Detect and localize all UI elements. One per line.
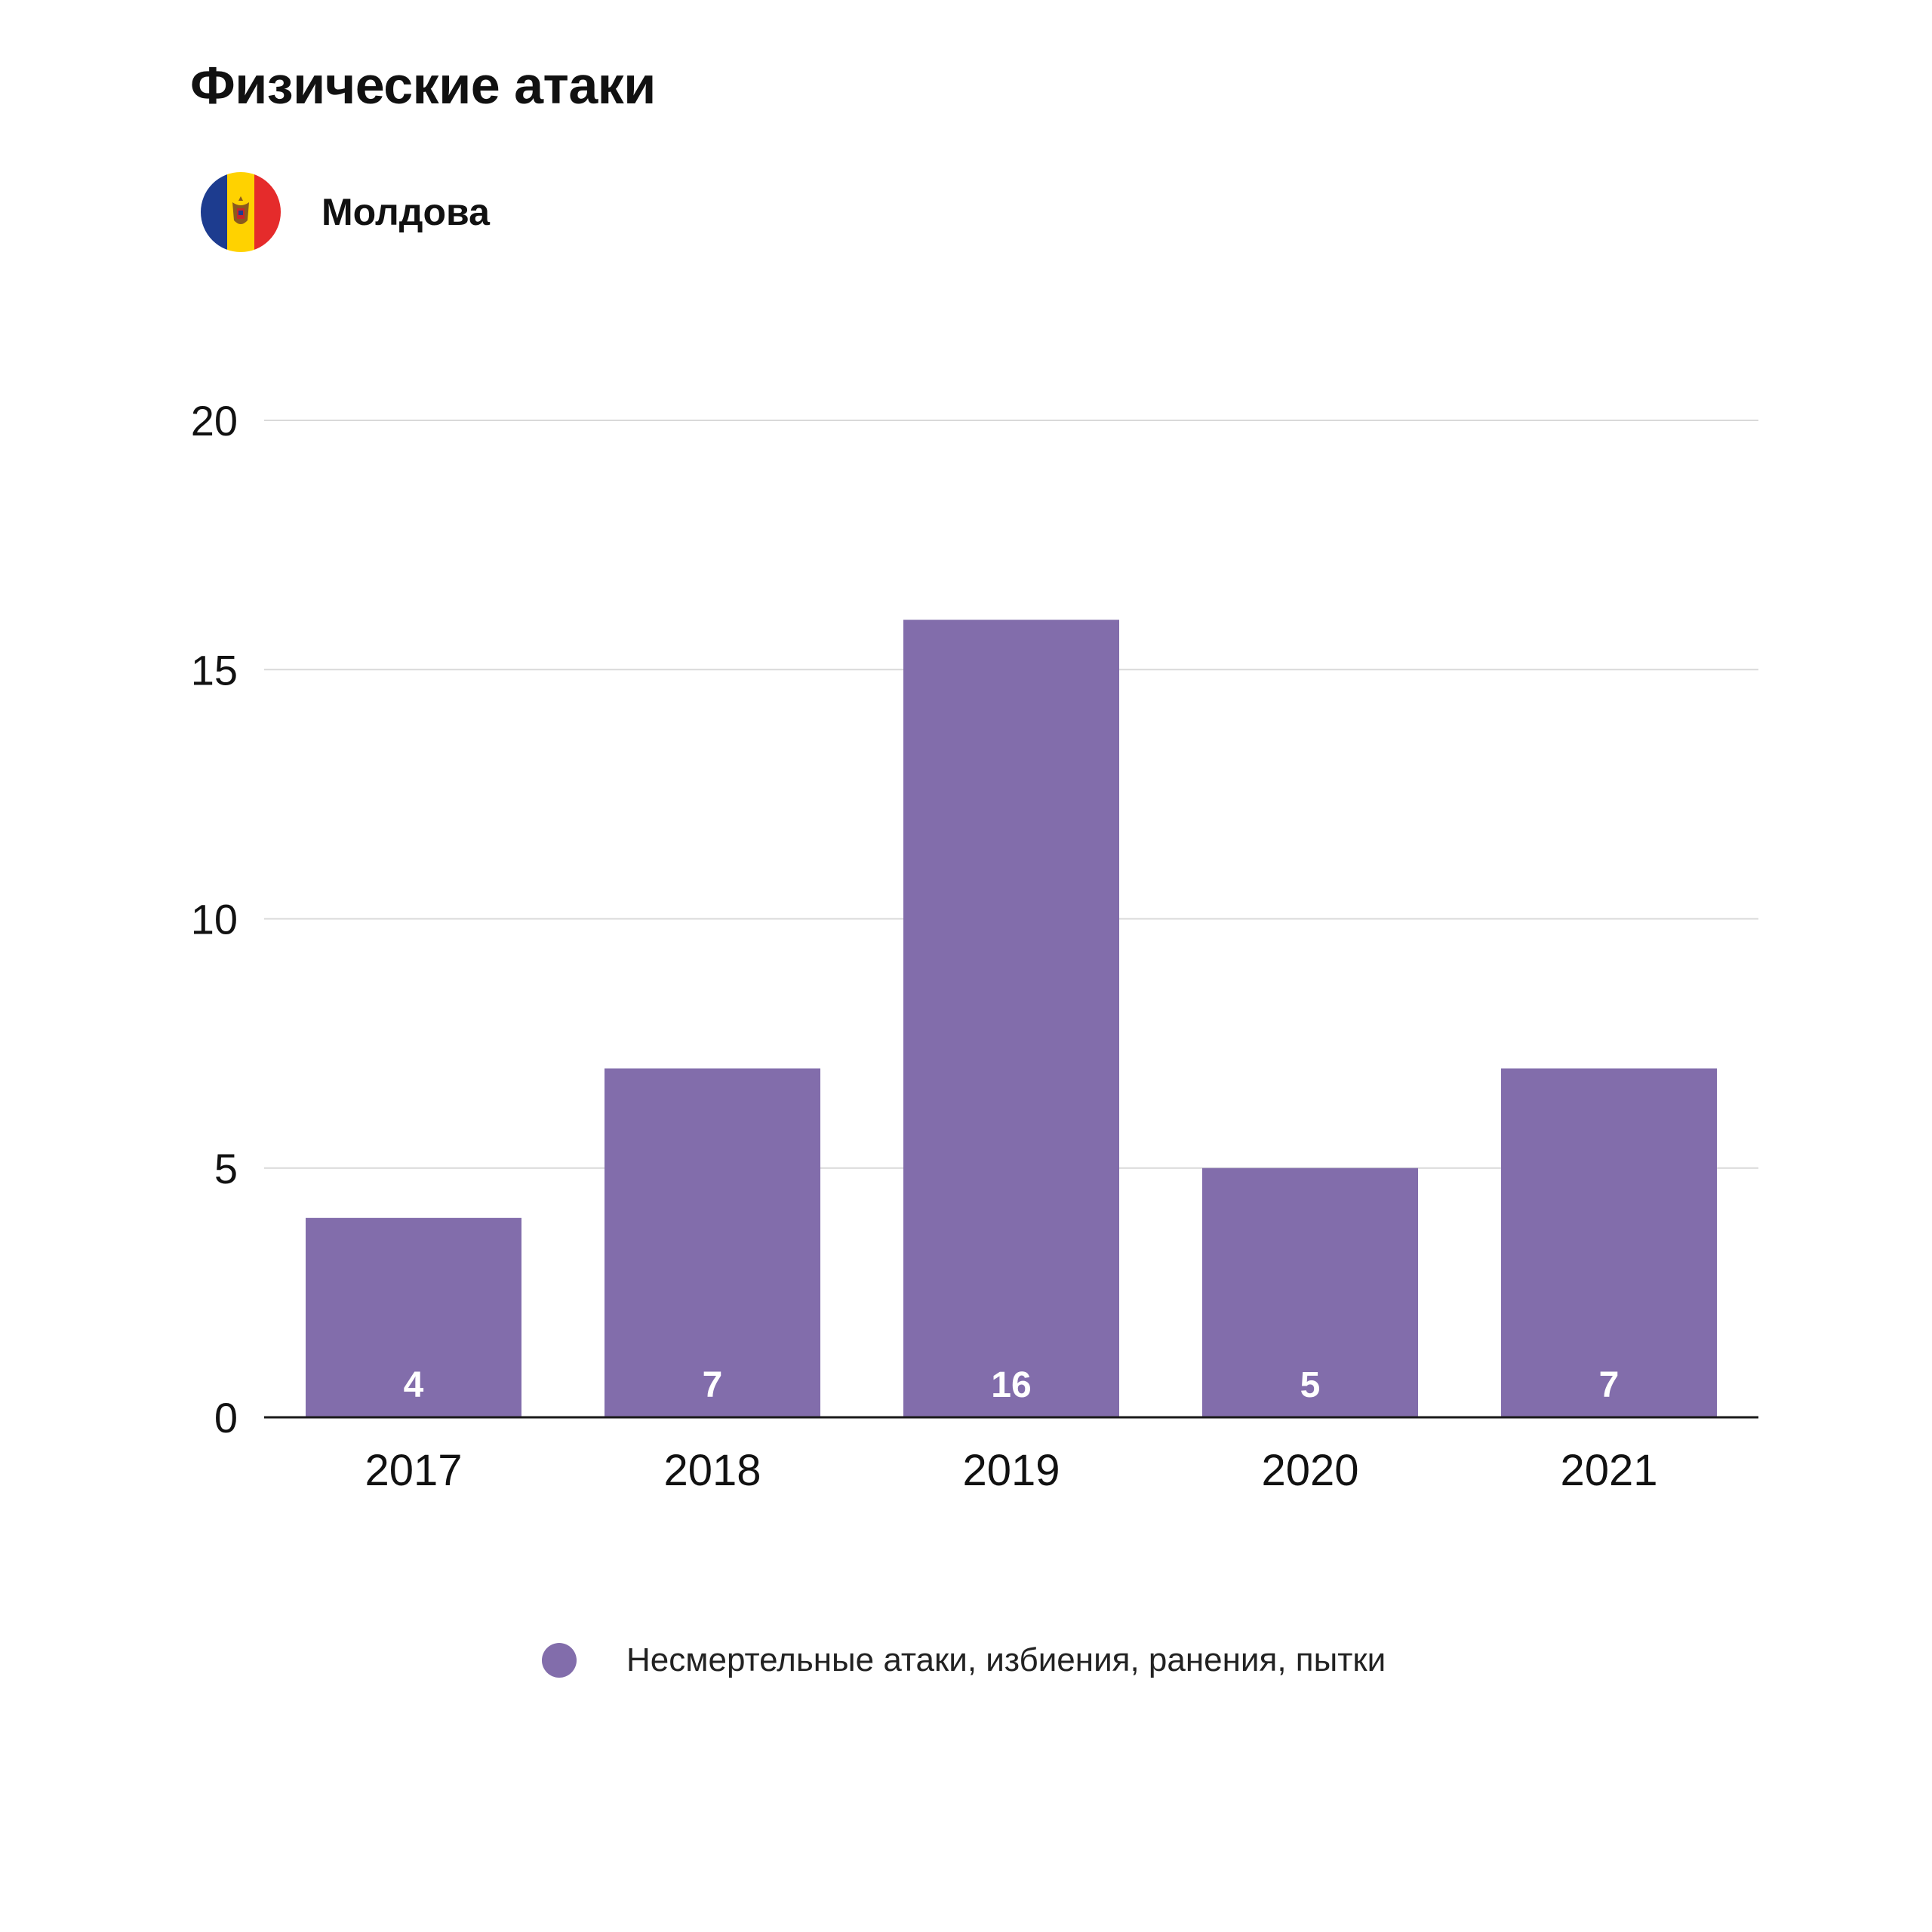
y-tick-label: 20: [191, 397, 238, 445]
bar: [306, 1217, 521, 1417]
bar: [605, 1068, 820, 1417]
coat-of-arms-icon: [232, 196, 249, 224]
x-tick-label: 2020: [1261, 1446, 1358, 1495]
y-tick-label: 10: [191, 896, 238, 943]
bar-value-label: 4: [404, 1365, 424, 1405]
legend-swatch: [542, 1643, 577, 1678]
legend-label: Несмертельные атаки, избиения, ранения, …: [626, 1641, 1386, 1678]
x-tick-label: 2019: [962, 1446, 1060, 1495]
y-tick-label: 15: [191, 646, 238, 694]
legend: Несмертельные атаки, избиения, ранения, …: [542, 1641, 1386, 1679]
x-tick-label: 2021: [1560, 1446, 1657, 1495]
bar-value-labels: 4 7 16 5 7: [404, 1365, 1620, 1405]
bar-value-label: 7: [1599, 1365, 1620, 1405]
y-tick-label: 0: [214, 1394, 238, 1441]
y-tick-label: 5: [214, 1145, 238, 1192]
bars: [306, 620, 1717, 1418]
country-name: Молдова: [321, 191, 490, 233]
x-axis-ticks: 2017 2018 2019 2020 2021: [365, 1446, 1657, 1495]
x-tick-label: 2018: [663, 1446, 761, 1495]
bar: [903, 620, 1119, 1418]
bar-value-label: 7: [703, 1365, 723, 1405]
bar: [1501, 1068, 1717, 1417]
bar-value-label: 5: [1300, 1365, 1321, 1405]
chart-title: Физические атаки: [190, 56, 656, 115]
bar: [1202, 1168, 1418, 1417]
x-tick-label: 2017: [365, 1446, 462, 1495]
bar-value-label: 16: [991, 1365, 1031, 1405]
y-axis-ticks: 0 5 10 15 20: [191, 397, 238, 1441]
country-badge: Молдова: [201, 172, 490, 252]
